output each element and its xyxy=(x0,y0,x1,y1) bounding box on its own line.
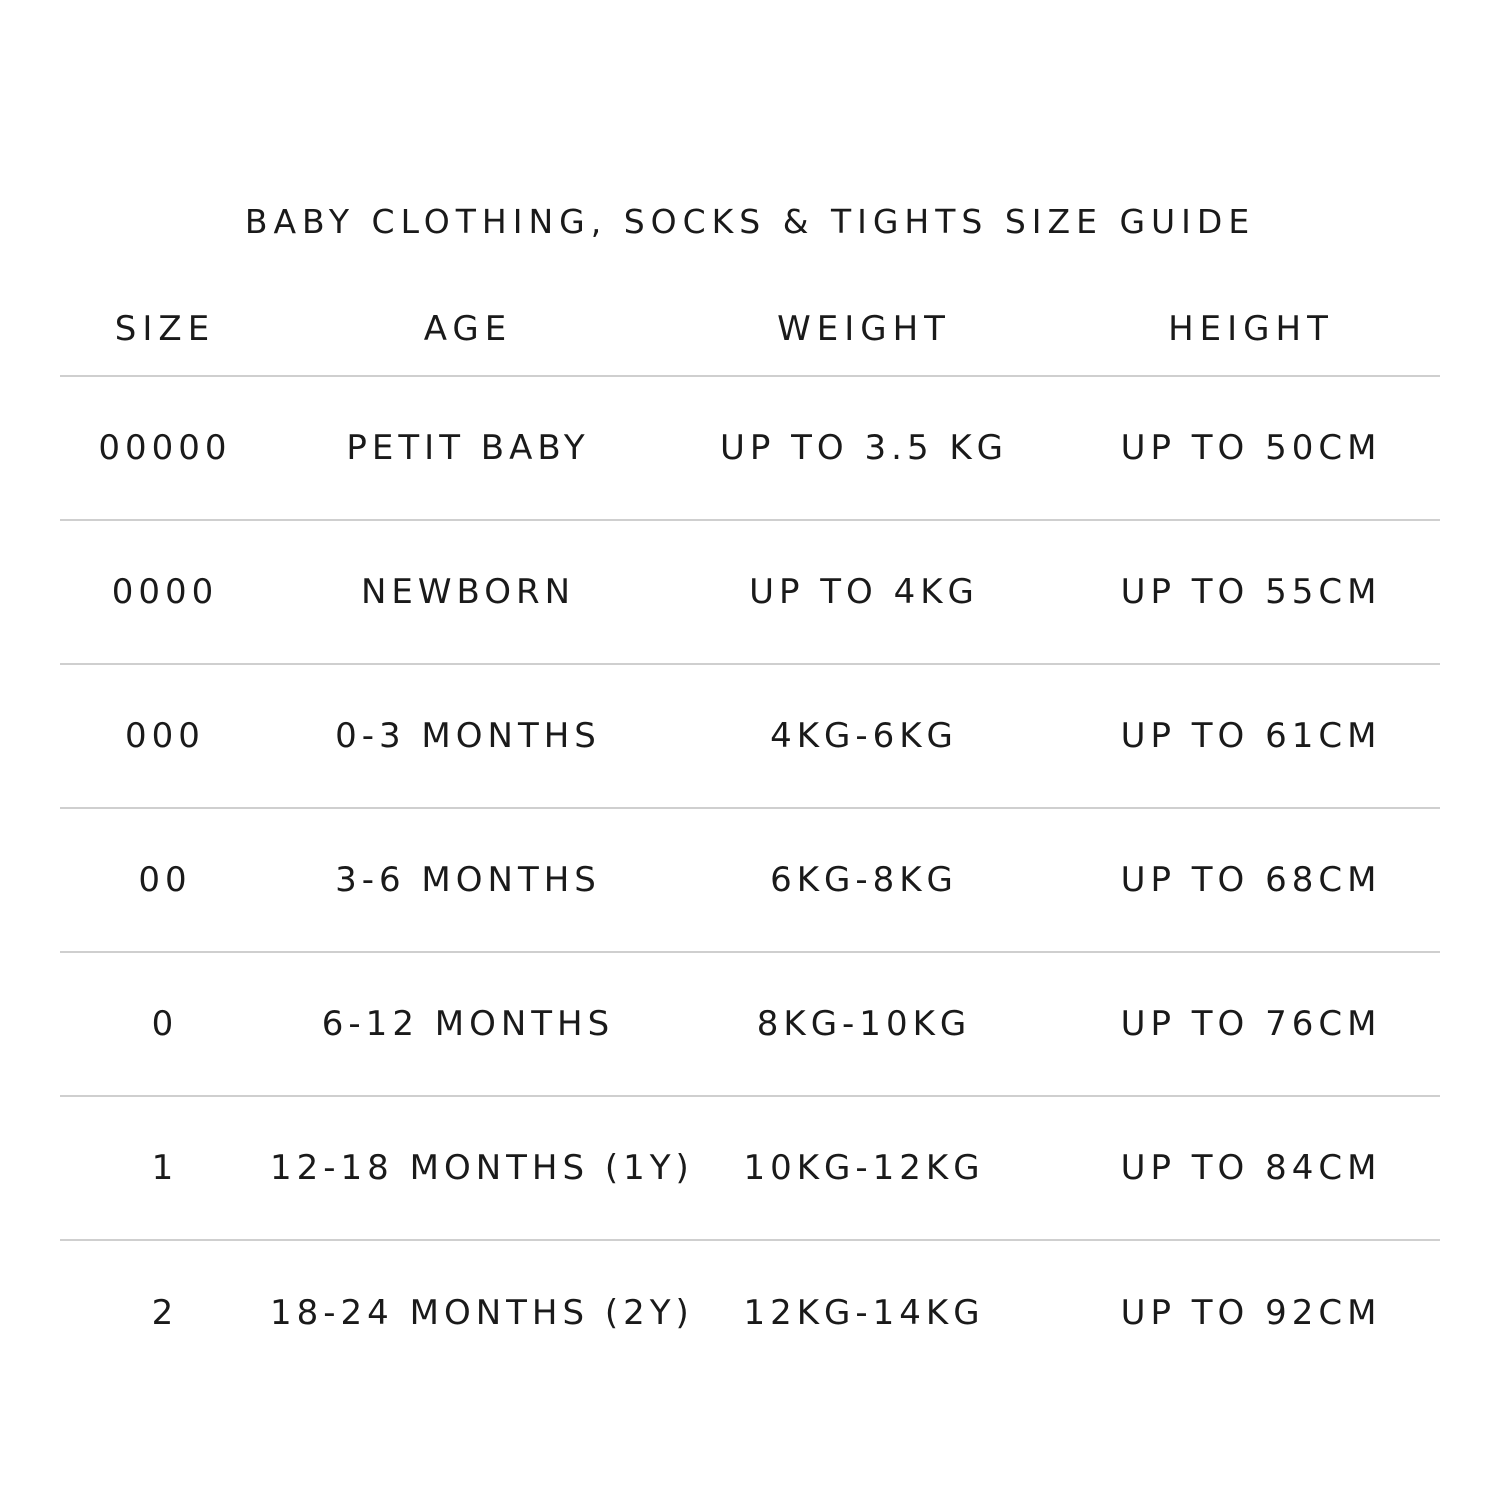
cell-weight: 6KG-8KG xyxy=(770,860,958,900)
column-header-age: AGE xyxy=(423,309,513,349)
cell-weight: UP TO 4KG xyxy=(749,572,979,612)
cell-height: UP TO 68CM xyxy=(1120,860,1382,900)
table-row: 000 0-3 MONTHS 4KG-6KG UP TO 61CM xyxy=(60,665,1440,809)
table-row: 2 18-24 MONTHS (2Y) 12KG-14KG UP TO 92CM xyxy=(60,1241,1440,1385)
cell-height: UP TO 76CM xyxy=(1120,1004,1382,1044)
cell-height: UP TO 84CM xyxy=(1120,1148,1382,1188)
cell-age: 3-6 MONTHS xyxy=(335,860,601,900)
column-header-weight: WEIGHT xyxy=(777,309,951,349)
cell-height: UP TO 92CM xyxy=(1120,1293,1382,1333)
cell-age: PETIT BABY xyxy=(346,428,590,468)
cell-weight: UP TO 3.5 KG xyxy=(719,428,1009,468)
cell-size: 1 xyxy=(151,1148,179,1188)
cell-age: NEWBORN xyxy=(360,572,576,612)
table-row: 1 12-18 MONTHS (1Y) 10KG-12KG UP TO 84CM xyxy=(60,1097,1440,1241)
table-row: 00000 PETIT BABY UP TO 3.5 KG UP TO 50CM xyxy=(60,377,1440,521)
cell-size: 2 xyxy=(151,1293,179,1333)
cell-height: UP TO 61CM xyxy=(1120,716,1382,756)
cell-weight: 12KG-14KG xyxy=(743,1293,985,1333)
page-title: BABY CLOTHING, SOCKS & TIGHTS SIZE GUIDE xyxy=(244,202,1256,242)
cell-age: 18-24 MONTHS (2Y) xyxy=(270,1293,694,1333)
table-header-row: SIZE AGE WEIGHT HEIGHT xyxy=(60,283,1440,377)
cell-size: 0000 xyxy=(111,572,219,612)
cell-size: 000 xyxy=(125,716,205,756)
table-row: 0 6-12 MONTHS 8KG-10KG UP TO 76CM xyxy=(60,953,1440,1097)
cell-size: 0 xyxy=(151,1004,179,1044)
column-header-height: HEIGHT xyxy=(1168,309,1334,349)
table-row: 00 3-6 MONTHS 6KG-8KG UP TO 68CM xyxy=(60,809,1440,953)
cell-age: 6-12 MONTHS xyxy=(321,1004,615,1044)
cell-height: UP TO 50CM xyxy=(1120,428,1382,468)
cell-size: 00 xyxy=(138,860,192,900)
cell-age: 0-3 MONTHS xyxy=(335,716,601,756)
cell-weight: 10KG-12KG xyxy=(743,1148,985,1188)
cell-height: UP TO 55CM xyxy=(1120,572,1382,612)
cell-weight: 8KG-10KG xyxy=(756,1004,972,1044)
column-header-size: SIZE xyxy=(114,309,216,349)
cell-age: 12-18 MONTHS (1Y) xyxy=(270,1148,694,1188)
cell-weight: 4KG-6KG xyxy=(770,716,958,756)
size-guide-table: SIZE AGE WEIGHT HEIGHT 00000 PETIT BABY UP… xyxy=(60,283,1440,1385)
table-row: 0000 NEWBORN UP TO 4KG UP TO 55CM xyxy=(60,521,1440,665)
cell-size: 00000 xyxy=(98,428,232,468)
